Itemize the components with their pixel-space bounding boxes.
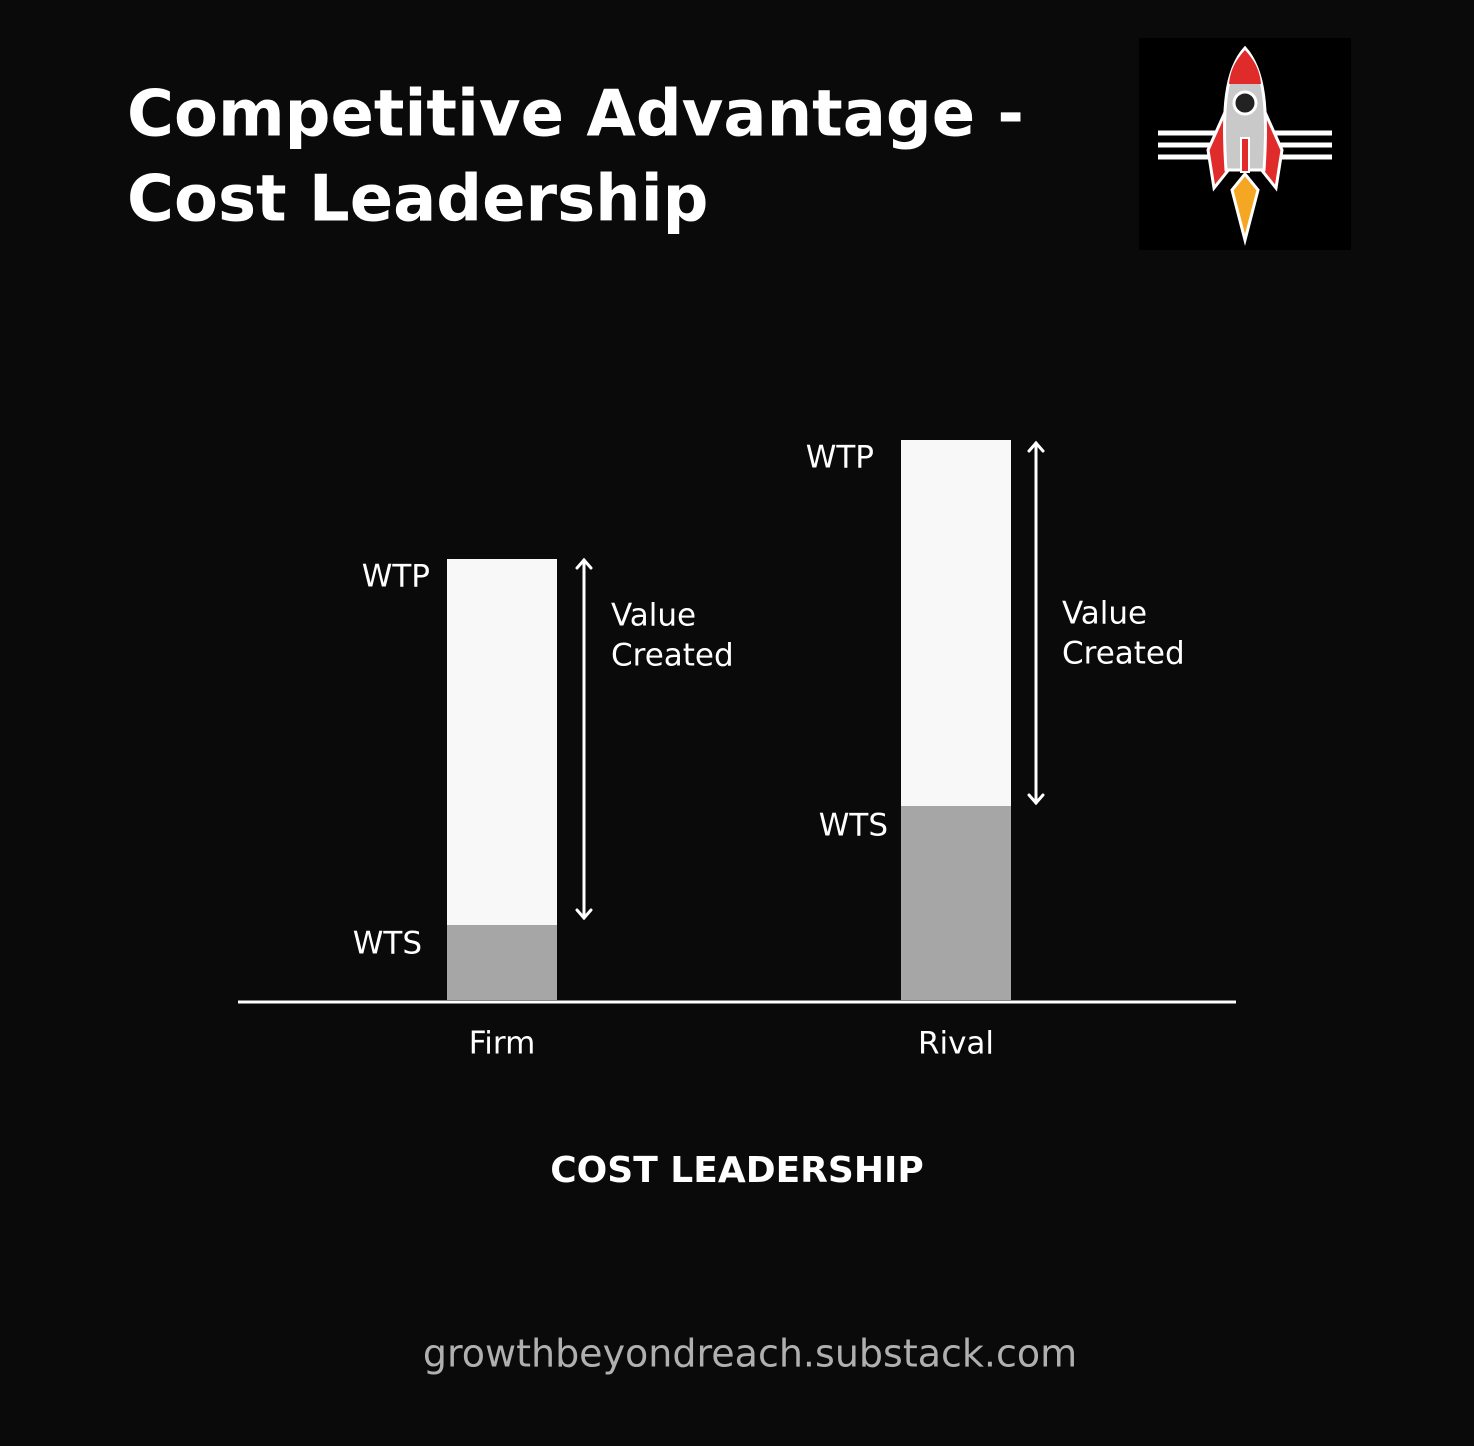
bar-name: Firm [469, 1026, 536, 1062]
span-label: Value [1062, 596, 1147, 632]
bar-name: Rival [918, 1026, 994, 1062]
wtp-label: WTP [806, 440, 874, 476]
cost-segment [901, 806, 1011, 1000]
wts-label: WTS [353, 926, 422, 962]
title-line: Cost Leadership [127, 163, 708, 237]
wts-label: WTS [819, 808, 888, 844]
bar-rival [901, 440, 1011, 1000]
value-segment [901, 440, 1011, 806]
span-label: Created [611, 638, 734, 674]
span-label: Created [1062, 636, 1185, 672]
wtp-label: WTP [362, 559, 430, 595]
bar-firm [447, 559, 557, 1000]
arrow [1027, 440, 1045, 806]
footer: growthbeyondreach.substack.com [423, 1332, 1077, 1376]
value-segment [447, 559, 557, 925]
title-line: Competitive Advantage - [127, 78, 1024, 152]
cost-segment [447, 925, 557, 1000]
caption: COST LEADERSHIP [550, 1150, 923, 1191]
span-label: Value [611, 598, 696, 634]
logo [1139, 38, 1351, 250]
arrow [575, 557, 593, 921]
